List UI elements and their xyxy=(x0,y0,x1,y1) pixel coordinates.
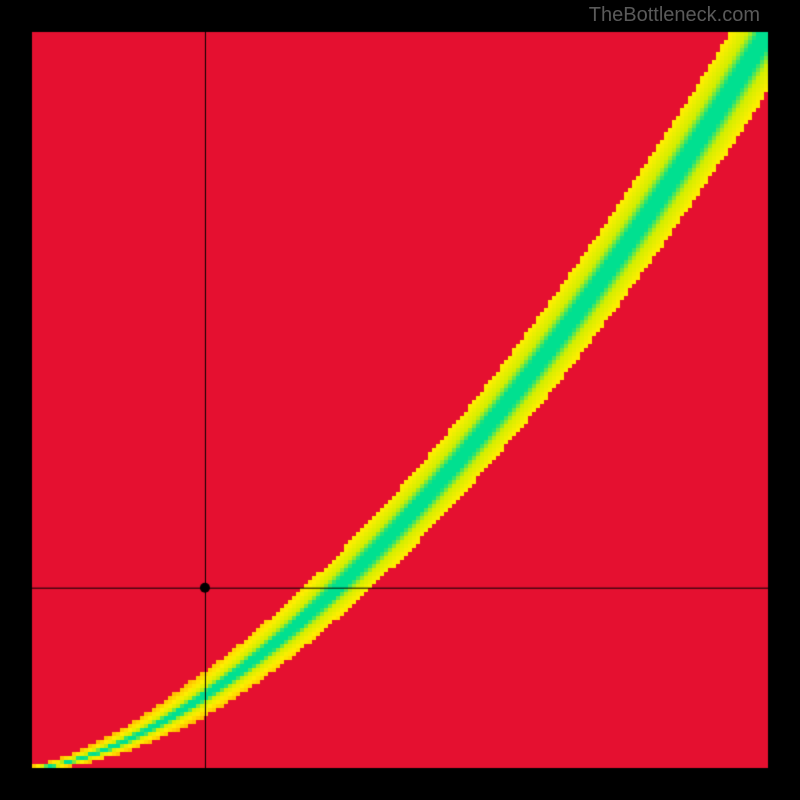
watermark-text: TheBottleneck.com xyxy=(589,4,760,27)
bottleneck-heatmap xyxy=(0,0,800,800)
